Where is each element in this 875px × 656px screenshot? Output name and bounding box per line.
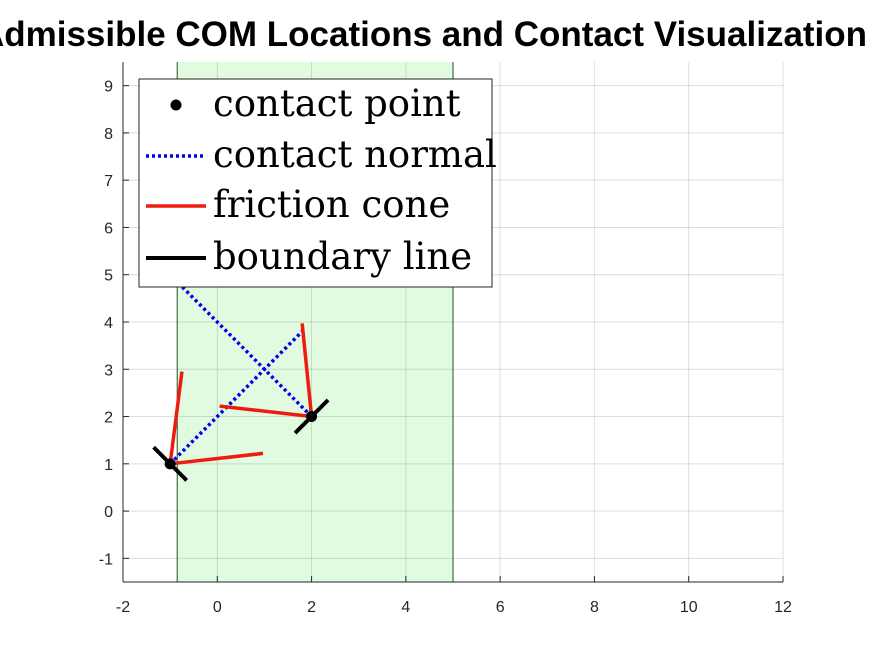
y-tick-label: 2	[104, 410, 113, 427]
x-tick-label: 12	[774, 599, 792, 616]
contact-point-marker	[306, 411, 318, 423]
legend-label-contact-point: contact point	[213, 82, 461, 125]
legend-label-contact-normal: contact normal	[213, 133, 497, 176]
y-tick-label: 8	[104, 126, 113, 143]
y-tick-label: 0	[104, 504, 113, 521]
friction-cone-segment	[168, 371, 184, 465]
chart-title: Admissible COM Locations and Contact Vis…	[0, 15, 867, 54]
x-tick-label: 8	[590, 599, 599, 616]
friction-cone-segment	[169, 451, 264, 466]
legend-swatch-contact-point	[170, 99, 182, 111]
y-tick-label: 3	[104, 362, 113, 379]
y-tick-label: 5	[104, 268, 113, 285]
x-tick-label: 2	[307, 599, 316, 616]
legend-label-boundary-line: boundary line	[213, 235, 472, 278]
legend: contact point contact normal friction cone…	[138, 78, 497, 288]
x-tick-label: -2	[116, 599, 130, 616]
friction-cone-segment	[219, 404, 312, 419]
x-tick-label: 4	[401, 599, 410, 616]
x-tick-label: 6	[496, 599, 505, 616]
y-tick-label: 1	[104, 457, 113, 474]
legend-box	[138, 78, 493, 288]
y-tick-label: 7	[104, 173, 113, 190]
legend-label-friction-cone: friction cone	[213, 183, 450, 226]
x-tick-label: 10	[680, 599, 698, 616]
series-layer	[152, 280, 330, 482]
y-tick-label: -1	[99, 551, 113, 568]
y-tick-label: 4	[104, 315, 113, 332]
contact-point-marker	[164, 458, 176, 470]
contact-normal-segment	[175, 280, 313, 418]
contact-normal-segment	[168, 330, 304, 466]
friction-cone-segment	[300, 323, 314, 417]
x-tick-label: 0	[213, 599, 222, 616]
y-tick-label: 9	[104, 79, 113, 96]
y-tick-label: 6	[104, 220, 113, 237]
